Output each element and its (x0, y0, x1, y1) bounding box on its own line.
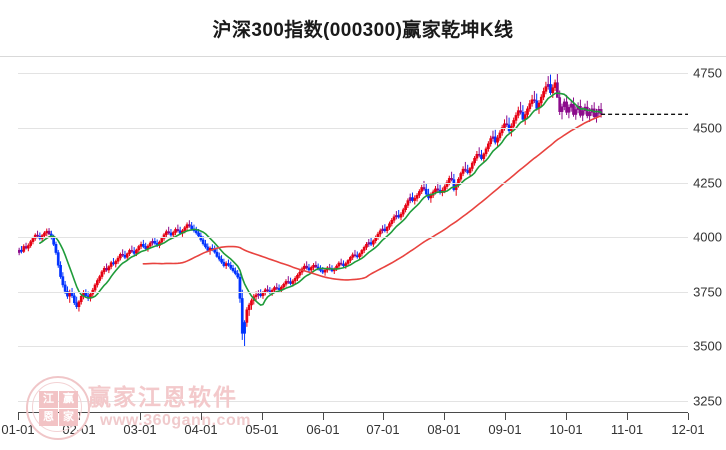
y-axis-tick-label: 4000 (693, 229, 722, 245)
x-axis-line (18, 412, 688, 413)
x-axis-tick-label: 05-01 (245, 422, 279, 437)
x-axis-tick (79, 413, 80, 420)
chart-plot-area (18, 56, 688, 412)
x-axis-tick (18, 413, 19, 420)
x-axis-tick (383, 413, 384, 420)
x-axis-tick-label: 08-01 (427, 422, 461, 437)
y-axis-tick-label: 4500 (693, 120, 722, 136)
x-axis-tick-label: 03-01 (123, 422, 157, 437)
gridline (18, 346, 688, 348)
x-axis-tick-label: 12-01 (671, 422, 705, 437)
x-axis-tick (566, 413, 567, 420)
x-axis-tick-label: 10-01 (549, 422, 583, 437)
x-axis-tick (688, 413, 689, 420)
x-axis-tick (201, 413, 202, 420)
gridline (18, 128, 688, 130)
x-axis-tick-label: 07-01 (366, 422, 400, 437)
x-axis-tick (627, 413, 628, 420)
y-axis-tick-label: 3500 (693, 338, 722, 354)
y-axis-tick-label: 4250 (693, 175, 722, 191)
candlestick-canvas (18, 73, 688, 347)
y-axis-tick-label: 4750 (693, 65, 722, 81)
x-axis-tick-label: 04-01 (184, 422, 218, 437)
x-axis-tick (140, 413, 141, 420)
y-axis-tick-label: 3250 (693, 393, 722, 409)
x-axis-tick-label: 09-01 (488, 422, 522, 437)
x-axis-tick-label: 06-01 (306, 422, 340, 437)
gridline (18, 182, 688, 184)
x-axis-tick (505, 413, 506, 420)
gridline (18, 291, 688, 293)
x-axis-tick (444, 413, 445, 420)
x-axis-tick (323, 413, 324, 420)
x-axis-tick-label: 02-01 (62, 422, 96, 437)
x-axis-tick (262, 413, 263, 420)
x-axis-tick-label: 11-01 (610, 422, 644, 437)
page-title: 沪深300指数(000300)赢家乾坤K线 (212, 20, 514, 41)
gridline (18, 73, 688, 75)
header-divider (0, 56, 726, 57)
gridline (18, 401, 688, 403)
y-axis-tick-label: 3750 (693, 284, 722, 300)
gridline (18, 237, 688, 239)
x-axis-tick-label: 01-01 (1, 422, 35, 437)
